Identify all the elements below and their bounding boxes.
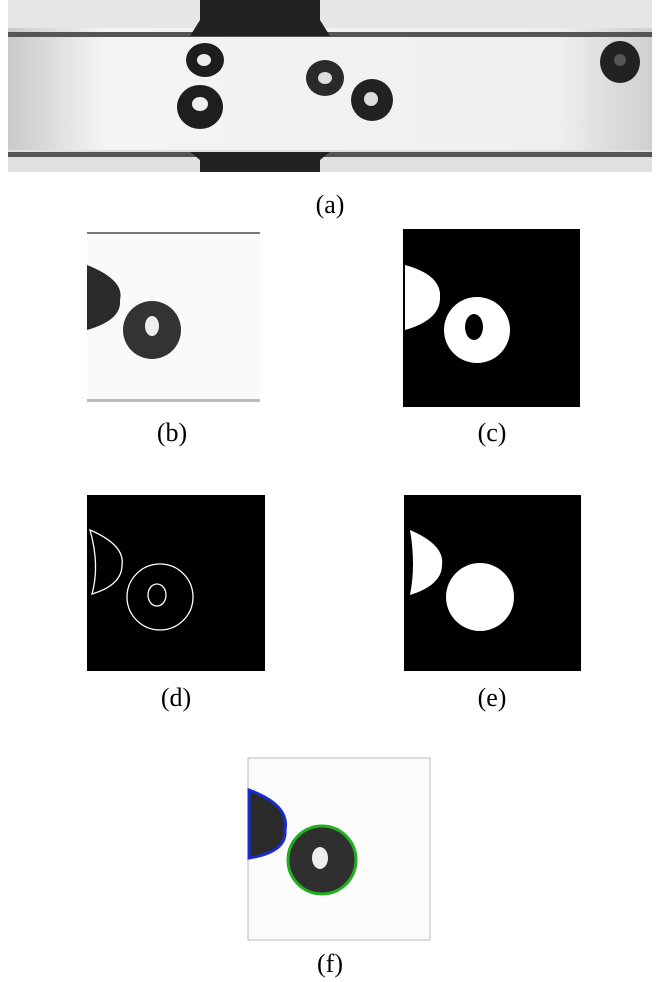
page: (a) (b) (c) (d) (e) (f) (() => { const d… (0, 0, 661, 982)
caption: (d) (161, 683, 191, 712)
panel-a-image (8, 0, 652, 172)
caption: (b) (157, 418, 187, 447)
caption: (c) (478, 418, 507, 447)
panel-b-image (87, 232, 260, 402)
panel-f-image (248, 758, 430, 940)
caption: (a) (316, 190, 345, 219)
panel-d-image (87, 495, 265, 671)
caption: (e) (478, 683, 507, 712)
figure: (a) (b) (c) (d) (e) (f) (0, 0, 661, 982)
caption: (f) (317, 949, 343, 978)
panel-e-image (404, 495, 581, 671)
panel-c-image (403, 229, 580, 407)
